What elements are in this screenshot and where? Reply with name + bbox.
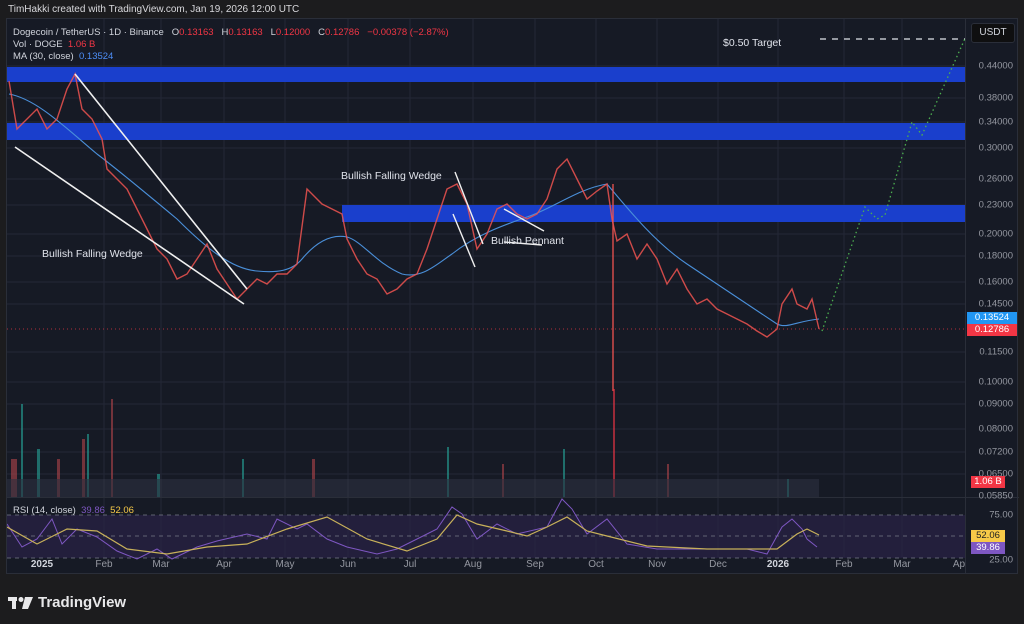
price-line <box>8 71 820 338</box>
x-tick: 2026 <box>766 559 790 570</box>
low-value: 0.12000 <box>275 27 311 38</box>
pane-separator[interactable] <box>7 497 1019 498</box>
x-tick: Feb <box>835 559 853 570</box>
x-tick: Feb <box>95 559 113 570</box>
resistance-zone-top <box>7 67 965 82</box>
rsi-value: 39.86 <box>81 505 105 516</box>
rsi-ma-tag: 52.06 <box>971 530 1005 542</box>
x-tick: Oct <box>588 559 604 570</box>
symbol-name[interactable]: Dogecoin / TetherUS · 1D · Binance <box>13 27 164 38</box>
x-tick: Sep <box>526 559 544 570</box>
x-tick: Apr <box>216 559 232 570</box>
pennant-lines <box>503 208 545 246</box>
rsi-tick: 75.00 <box>989 509 1013 521</box>
rsi-legend[interactable]: RSI (14, close) 39.86 52.06 <box>13 505 134 516</box>
high-value: 0.13163 <box>228 27 263 38</box>
tradingview-wordmark: TradingView <box>38 594 127 611</box>
wedge-1-lines <box>14 73 248 305</box>
y-tick: 0.11500 <box>979 346 1013 358</box>
change-value: −0.00378 (−2.87%) <box>367 27 449 38</box>
volume-bars <box>7 389 819 497</box>
tradingview-logo[interactable]: TradingView <box>8 594 126 611</box>
pennant-annotation: Bullish Pennant <box>491 235 564 247</box>
rsi-ma-line <box>7 514 820 555</box>
y-tick: 0.06500 <box>978 468 1013 480</box>
y-tick: 0.34000 <box>978 116 1013 128</box>
x-tick: Jun <box>339 559 357 570</box>
y-tick: 0.38000 <box>978 92 1013 104</box>
wedge-2-annotation: Bullish Falling Wedge <box>341 170 442 182</box>
x-tick: May <box>275 559 295 570</box>
y-tick: 0.23000 <box>978 199 1013 211</box>
x-tick: Jul <box>403 559 417 570</box>
x-tick: Aug <box>464 559 482 570</box>
wedge-2-lines <box>452 171 484 268</box>
y-tick: 0.16000 <box>978 276 1013 288</box>
rsi-ma-value: 52.06 <box>110 505 134 516</box>
rsi-tick: 25.00 <box>989 554 1013 566</box>
chart-legend: Dogecoin / TetherUS · 1D · Binance O0.13… <box>13 27 449 63</box>
currency-button[interactable]: USDT <box>971 23 1015 43</box>
y-tick: 0.20000 <box>978 228 1013 240</box>
x-tick: Ap <box>952 559 966 570</box>
x-tick: Nov <box>648 559 666 570</box>
y-tick: 0.08000 <box>978 423 1013 435</box>
chart-credit: TimHakki created with TradingView.com, J… <box>8 4 300 15</box>
x-tick: 2025 <box>30 559 54 570</box>
x-tick: Mar <box>893 559 911 570</box>
time-axis[interactable]: 2025 Feb Mar Apr May Jun Jul Aug Sep Oct… <box>7 557 965 573</box>
ma-value: 0.13524 <box>79 51 114 62</box>
tradingview-logo-icon <box>8 596 33 609</box>
last-price-tag: 0.12786 <box>967 324 1017 336</box>
y-tick: 0.18000 <box>978 250 1013 262</box>
grid-lines <box>7 19 965 557</box>
rsi-tag: 39.86 <box>971 542 1005 554</box>
chart-frame[interactable]: Dogecoin / TetherUS · 1D · Binance O0.13… <box>6 18 1019 574</box>
legend-volume-row[interactable]: Vol · DOGE 1.06 B <box>13 39 96 50</box>
y-tick: 0.30000 <box>978 142 1013 154</box>
price-scale[interactable]: USDT 0.44000 0.38000 0.34000 0.30000 0.2… <box>965 19 1019 573</box>
y-tick: 0.07200 <box>978 446 1013 458</box>
ma-line <box>8 93 820 327</box>
wedge-1-annotation: Bullish Falling Wedge <box>42 248 143 260</box>
resistance-zone-mid <box>7 123 965 140</box>
open-value: 0.13163 <box>179 27 214 38</box>
legend-ohlc-row: Dogecoin / TetherUS · 1D · Binance O0.13… <box>13 27 449 38</box>
close-value: 0.12786 <box>325 27 360 38</box>
projection-path <box>821 36 965 332</box>
target-annotation: $0.50 Target <box>723 37 782 49</box>
ma-price-tag: 0.13524 <box>967 312 1017 324</box>
y-tick: 0.05850 <box>978 490 1013 502</box>
chart-plot-area[interactable] <box>7 19 965 573</box>
y-tick: 0.09000 <box>978 398 1013 410</box>
legend-ma-row[interactable]: MA (30, close) 0.13524 <box>13 51 114 62</box>
volume-tag: 1.06 B <box>971 476 1005 488</box>
y-tick: 0.44000 <box>978 60 1013 72</box>
x-tick: Mar <box>152 559 170 570</box>
y-tick: 0.26000 <box>978 173 1013 185</box>
x-tick: Dec <box>709 559 727 570</box>
y-tick: 0.10000 <box>978 376 1013 388</box>
volume-value: 1.06 B <box>67 39 96 50</box>
y-tick: 0.14500 <box>978 298 1013 310</box>
